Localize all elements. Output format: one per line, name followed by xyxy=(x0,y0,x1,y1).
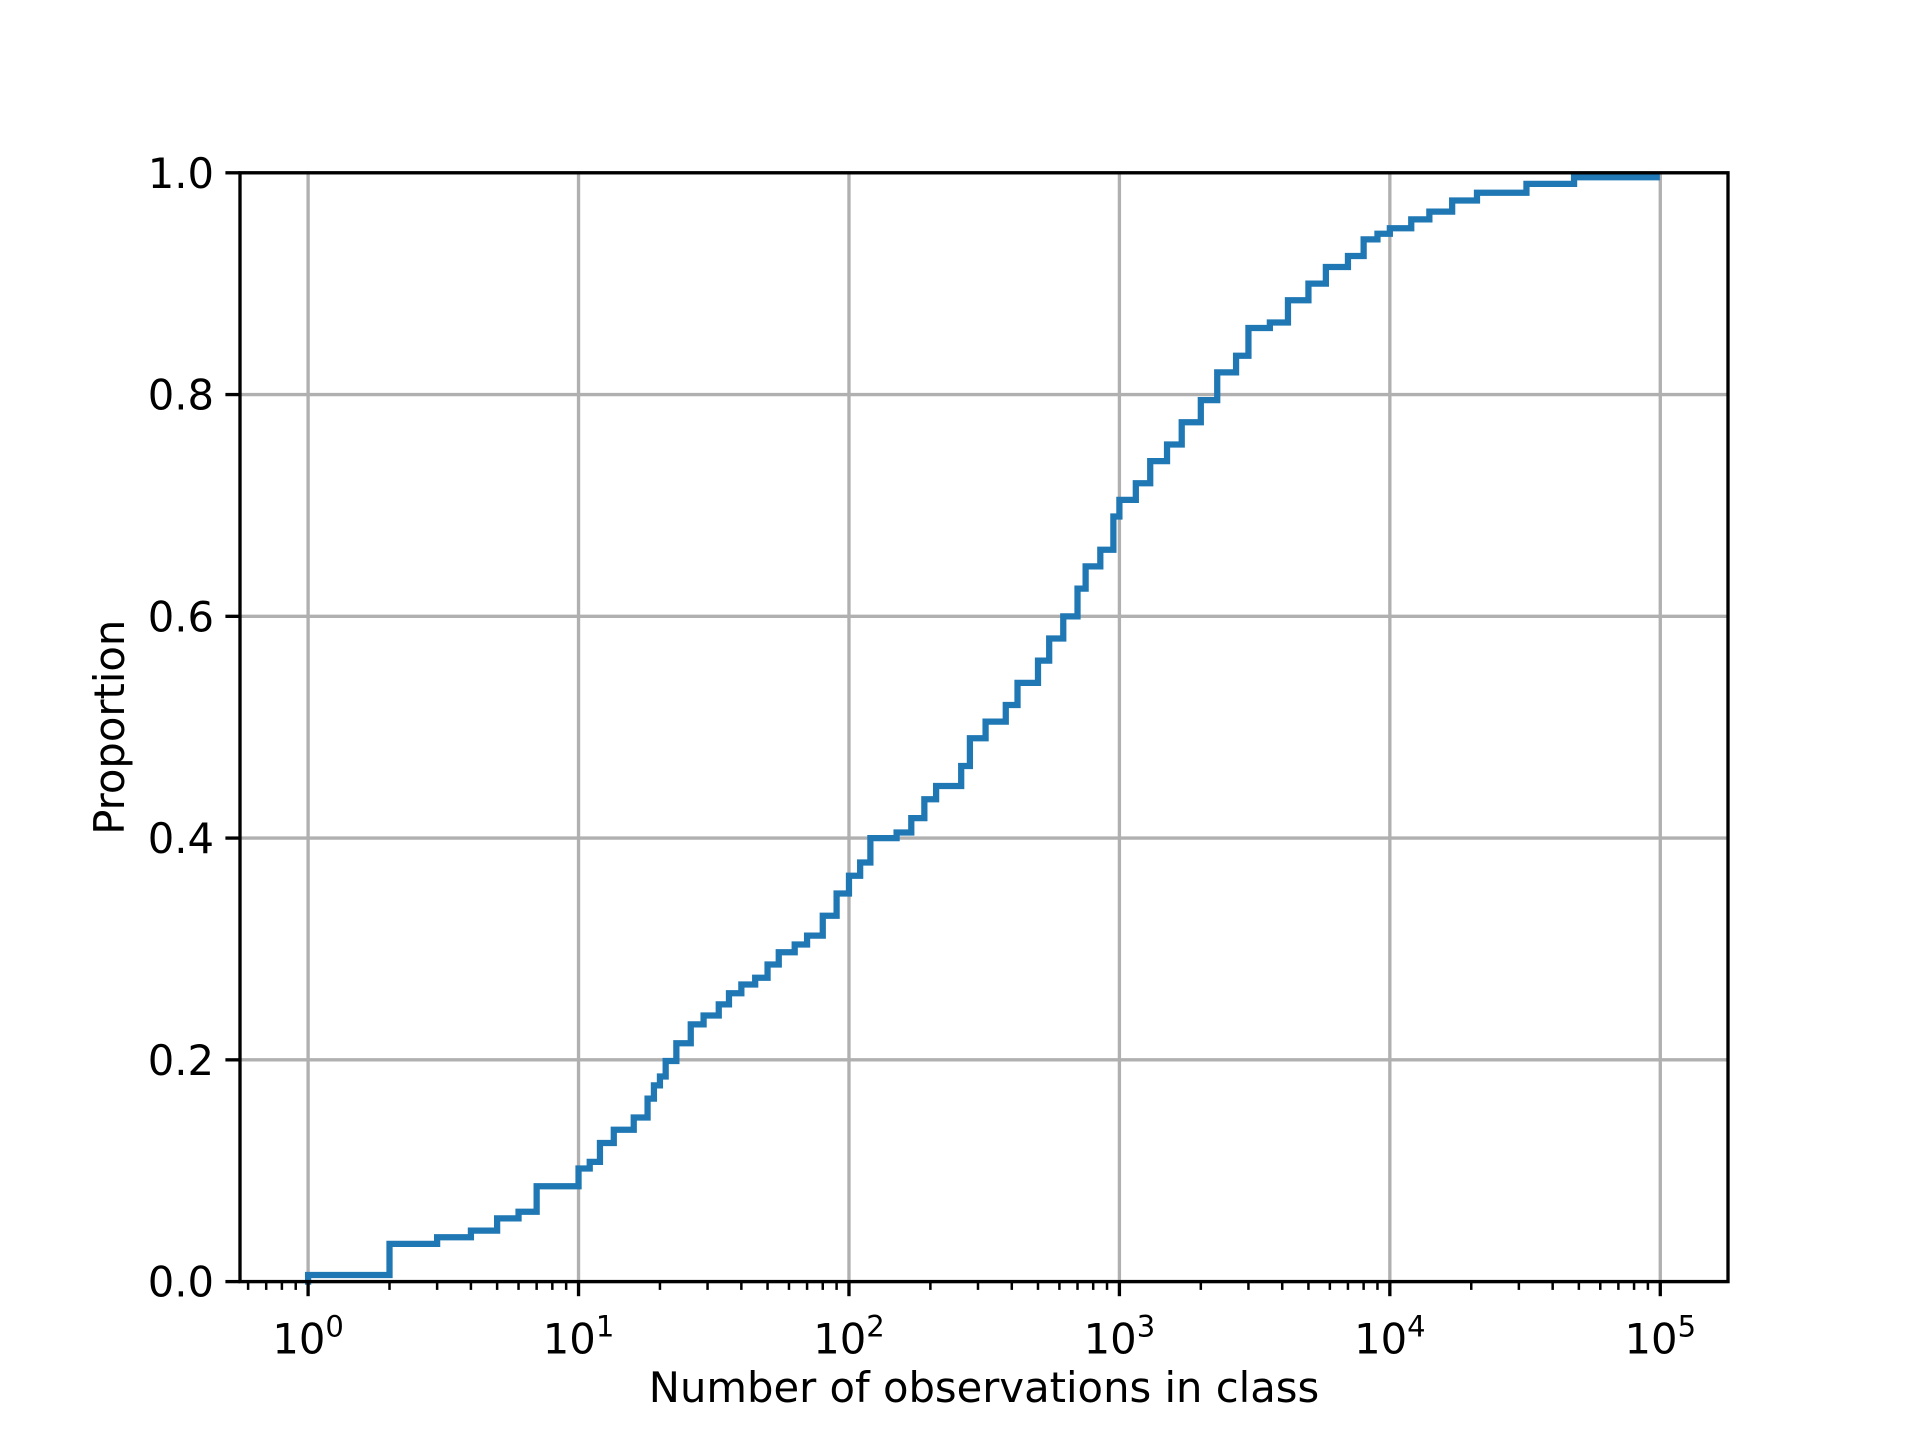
y-tick-label: 0.2 xyxy=(148,1036,214,1085)
y-tick-label: 0.4 xyxy=(148,814,214,863)
y-axis-label: Proportion xyxy=(85,620,134,835)
y-tick-label: 0.8 xyxy=(148,371,214,420)
ecdf-series xyxy=(304,173,1660,1285)
y-tick-label: 0.0 xyxy=(148,1258,214,1307)
x-tick-label: 102 xyxy=(813,1310,885,1364)
x-tick-label: 104 xyxy=(1354,1310,1426,1364)
x-axis-label: Number of observations in class xyxy=(649,1363,1319,1412)
x-tick-label: 100 xyxy=(272,1310,344,1364)
x-tick-label: 101 xyxy=(543,1310,615,1364)
y-tick-label: 0.6 xyxy=(148,592,214,641)
x-tick-label: 103 xyxy=(1084,1310,1156,1364)
axes-frame xyxy=(238,171,1730,1284)
x-tick-label: 105 xyxy=(1625,1310,1697,1364)
ecdf-line xyxy=(304,173,1660,1285)
ticks: 100 101 102 103 104 105 0.0 0.2 0.4 0.6 0.8 1.0 xyxy=(148,149,1696,1364)
y-tick-label: 1.0 xyxy=(148,149,214,198)
